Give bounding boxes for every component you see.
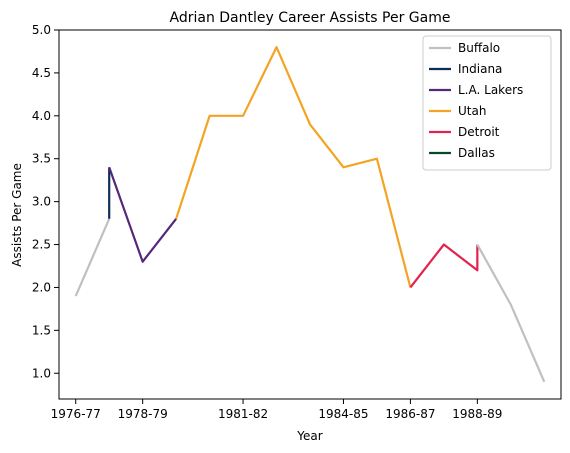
x-tick-label: 1976-77 xyxy=(51,407,101,421)
y-tick-label: 4.5 xyxy=(32,66,51,80)
x-tick-label: 1988-89 xyxy=(452,407,502,421)
legend-label: Dallas xyxy=(458,146,495,160)
y-tick-label: 1.5 xyxy=(32,323,51,337)
series-line-4 xyxy=(175,46,412,288)
y-tick-label: 1.0 xyxy=(32,366,51,380)
y-axis-title: Assists Per Game xyxy=(10,163,24,267)
legend-label: Detroit xyxy=(458,125,500,139)
x-tick-label: 1986-87 xyxy=(385,407,435,421)
y-axis: 1.0 1.5 2.0 2.5 3.0 3.5 4.0 4.5 5.0 xyxy=(32,23,59,380)
y-tick-label: 3.5 xyxy=(32,152,51,166)
legend-label: Utah xyxy=(458,104,486,118)
chart-title: Adrian Dantley Career Assists Per Game xyxy=(170,10,451,26)
x-tick-label: 1984-85 xyxy=(318,407,368,421)
series-line-7 xyxy=(476,243,546,383)
legend-label: Indiana xyxy=(458,62,502,76)
x-tick-label: 1978-79 xyxy=(118,407,168,421)
y-tick-label: 5.0 xyxy=(32,23,51,37)
series-line-1 xyxy=(74,218,111,297)
x-tick-label: 1981-82 xyxy=(218,407,268,421)
series-line-3 xyxy=(108,166,177,263)
legend: Buffalo Indiana L.A. Lakers Utah Detroit Dall… xyxy=(422,35,552,171)
plot-frame xyxy=(58,29,562,400)
y-tick-label: 2.5 xyxy=(32,238,51,252)
y-tick-label: 4.0 xyxy=(32,109,51,123)
y-tick-label: 3.0 xyxy=(32,195,51,209)
plot-area xyxy=(74,46,546,383)
legend-box xyxy=(422,35,552,171)
legend-label: Buffalo xyxy=(458,41,500,55)
x-axis-title: Year xyxy=(296,429,322,443)
series-line-5 xyxy=(409,243,479,289)
y-tick-label: 2.0 xyxy=(32,280,51,294)
legend-label: L.A. Lakers xyxy=(458,83,523,97)
x-axis: 1976-77 1978-79 1981-82 1984-85 1986-87 1988-… xyxy=(51,399,502,421)
